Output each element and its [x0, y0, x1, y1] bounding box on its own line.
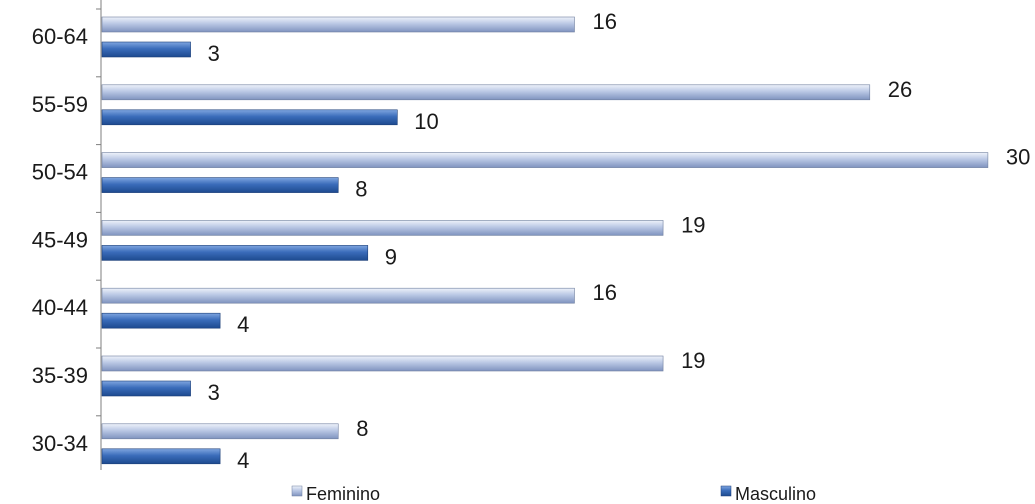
- bar-masculino-40-44: [101, 312, 221, 329]
- data-label-feminino-60-64: 16: [592, 9, 616, 34]
- data-label-masculino-55-59: 10: [414, 109, 438, 134]
- legend-label-masculino: Masculino: [735, 484, 816, 504]
- bar-masculino-35-39: [101, 380, 191, 397]
- bar-feminino-35-39: [101, 355, 664, 372]
- bar-masculino-30-34: [101, 448, 221, 465]
- data-label-masculino-40-44: 4: [237, 312, 249, 337]
- y-tick-label: 35-39: [32, 363, 88, 388]
- bar-masculino-55-59: [101, 109, 398, 126]
- bar-masculino-50-54: [101, 177, 339, 193]
- data-label-feminino-30-34: 8: [356, 416, 368, 441]
- data-label-feminino-55-59: 26: [888, 77, 912, 102]
- y-tick-label: 50-54: [32, 160, 88, 185]
- data-label-masculino-50-54: 8: [355, 177, 367, 202]
- y-axis-ticks: 30-34 35-39 40-44 45-49 50-54 55-59 60-64: [32, 8, 101, 456]
- bar-masculino-60-64: [101, 41, 191, 58]
- bar-feminino-60-64: [101, 16, 575, 33]
- bar-feminino-45-49: [101, 220, 664, 236]
- legend-swatch-feminino: [291, 485, 303, 497]
- data-labels-group: 8 4 19 3 16 4 19 9 30 8 26 10 16 3: [208, 9, 1031, 473]
- bar-feminino-40-44: [101, 287, 575, 304]
- bar-feminino-55-59: [101, 84, 871, 101]
- y-tick-label: 45-49: [32, 227, 88, 252]
- data-label-feminino-45-49: 19: [681, 212, 705, 237]
- data-label-masculino-45-49: 9: [385, 244, 397, 269]
- bars-group: [101, 16, 989, 465]
- data-label-masculino-60-64: 3: [208, 41, 220, 66]
- y-tick-label: 40-44: [32, 295, 88, 320]
- data-label-feminino-50-54: 30: [1006, 145, 1030, 170]
- legend: Feminino Masculino: [291, 484, 816, 504]
- data-label-masculino-30-34: 4: [237, 448, 249, 473]
- y-tick-label: 30-34: [32, 431, 88, 456]
- legend-label-feminino: Feminino: [306, 484, 380, 504]
- bar-masculino-45-49: [101, 245, 369, 261]
- bar-feminino-50-54: [101, 152, 989, 168]
- legend-swatch-masculino: [720, 485, 732, 497]
- data-label-feminino-35-39: 19: [681, 348, 705, 373]
- y-tick-label: 60-64: [32, 24, 88, 49]
- bar-feminino-30-34: [101, 423, 339, 440]
- data-label-masculino-35-39: 3: [208, 380, 220, 405]
- y-tick-label: 55-59: [32, 92, 88, 117]
- data-label-feminino-40-44: 16: [592, 280, 616, 305]
